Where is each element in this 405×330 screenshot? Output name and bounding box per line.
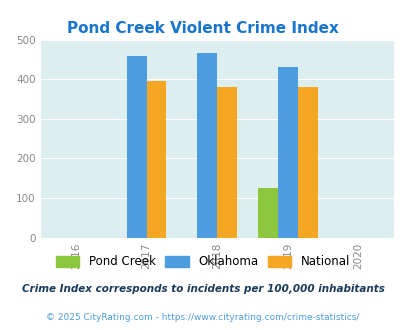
Bar — [146, 81, 166, 238]
Text: Crime Index corresponds to incidents per 100,000 inhabitants: Crime Index corresponds to incidents per… — [21, 284, 384, 294]
Text: © 2025 CityRating.com - https://www.cityrating.com/crime-statistics/: © 2025 CityRating.com - https://www.city… — [46, 313, 359, 322]
Bar — [217, 87, 237, 238]
Bar — [258, 188, 277, 238]
Bar — [126, 56, 146, 238]
Bar — [197, 53, 217, 238]
Bar — [277, 67, 297, 238]
Bar — [297, 87, 317, 238]
Text: Pond Creek Violent Crime Index: Pond Creek Violent Crime Index — [67, 21, 338, 36]
Legend: Pond Creek, Oklahoma, National: Pond Creek, Oklahoma, National — [52, 252, 353, 272]
